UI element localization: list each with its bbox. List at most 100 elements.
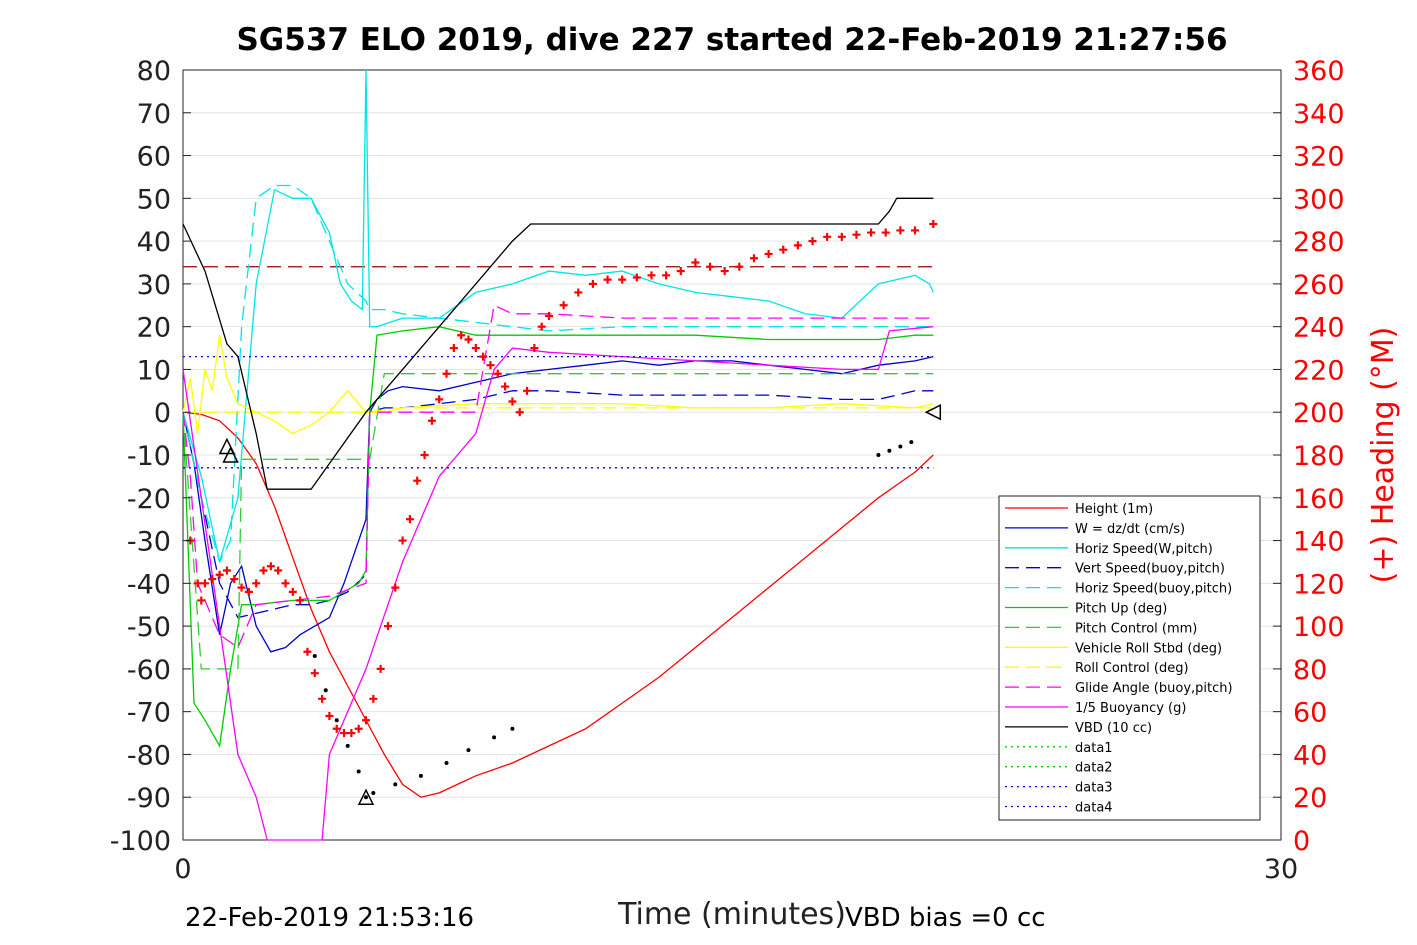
heading-point — [266, 562, 275, 571]
y-right-tick-label: 200 — [1293, 398, 1345, 429]
y-axis-right: 3603403203002802602402202001801601401201… — [1273, 56, 1345, 857]
heading-point — [391, 583, 400, 592]
heading-point — [420, 451, 429, 459]
heading-point — [603, 275, 612, 284]
y-tick-label: -20 — [127, 484, 171, 515]
legend-item-label: 1/5 Buoyancy (g) — [1075, 701, 1186, 716]
legend-item-label: Vert Speed(buoy,pitch) — [1075, 562, 1225, 577]
heading-point — [493, 369, 502, 378]
y-tick-label: 40 — [137, 227, 171, 258]
sample-dot — [345, 743, 350, 748]
sample-dot — [898, 444, 903, 449]
heading-point — [222, 566, 231, 575]
heading-point — [896, 226, 905, 235]
y-right-tick-label: 280 — [1293, 227, 1345, 258]
heading-point — [808, 237, 817, 246]
sample-dot — [444, 761, 449, 765]
series-line-2 — [182, 69, 934, 563]
heading-point — [464, 335, 473, 344]
heading-point — [867, 228, 876, 237]
series-line-6 — [182, 373, 934, 670]
triangle-marker — [924, 404, 942, 421]
sample-dot — [418, 773, 423, 778]
y-tick-label: -40 — [127, 569, 171, 600]
heading-point — [588, 279, 597, 288]
y-tick-label: -60 — [127, 655, 171, 686]
legend: Height (1m) W = dz/dt (cm/s) Horiz Speed(W… — [998, 495, 1261, 821]
y-axis-left: 80 70 60 50 40 30 20 10 0 -10 -20 -30 -40 -50 -60 -70 -8… — [110, 56, 191, 857]
heading-point — [823, 232, 832, 241]
heading-point — [720, 267, 729, 276]
heading-point — [237, 583, 246, 592]
heading-point — [881, 228, 890, 237]
heading-point — [618, 275, 627, 284]
legend-item-label: data4 — [1075, 801, 1113, 816]
heading-point — [735, 262, 744, 271]
heading-point — [274, 566, 283, 575]
sample-dot — [510, 726, 515, 731]
y-tick-label: 30 — [137, 270, 171, 301]
series-line-8 — [183, 407, 934, 413]
legend-item-label: W = dz/dt (cm/s) — [1075, 522, 1185, 537]
legend-item-label: VBD (10 cc) — [1075, 721, 1152, 736]
series-line-5 — [182, 326, 934, 748]
x-tick-label: 0 — [174, 854, 191, 885]
marker-layer — [218, 404, 942, 805]
y-right-tick-label: 220 — [1293, 355, 1345, 386]
y-tick-label: -30 — [127, 527, 171, 558]
heading-point — [252, 579, 261, 588]
heading-point — [515, 408, 524, 417]
heading-point — [398, 536, 407, 545]
series-line-0 — [182, 411, 934, 798]
heading-point — [354, 724, 363, 733]
dot-layer — [312, 440, 914, 800]
series-line-7 — [182, 335, 934, 435]
legend-item-label: Height (1m) — [1075, 502, 1153, 517]
heading-point — [523, 386, 532, 395]
heading-point — [208, 575, 217, 584]
chart-title: SG537 ELO 2019, dive 227 started 22-Feb-… — [236, 22, 1227, 58]
sample-dot — [492, 735, 497, 740]
heading-point — [193, 579, 202, 588]
sample-dot — [312, 654, 317, 659]
heading-point — [413, 476, 422, 485]
legend-item-label: data1 — [1075, 741, 1113, 756]
heading-point — [230, 575, 239, 584]
heading-point — [325, 711, 334, 720]
sample-dot — [356, 769, 361, 774]
heading-point — [574, 288, 583, 297]
heading-point — [559, 301, 568, 310]
heading-point — [501, 382, 510, 391]
y-right-tick-label: 120 — [1293, 569, 1345, 600]
heading-point — [435, 395, 444, 404]
heading-point — [449, 344, 458, 353]
sample-dot — [466, 748, 471, 753]
heading-point — [310, 669, 319, 678]
sample-dot — [371, 790, 376, 795]
y-tick-label: -80 — [127, 740, 171, 771]
y-tick-label: -50 — [127, 612, 171, 643]
heading-point — [405, 515, 414, 524]
heading-point — [340, 729, 349, 738]
heading-point — [508, 397, 517, 406]
heading-point — [793, 241, 802, 250]
heading-point — [471, 344, 480, 353]
heading-point — [837, 232, 846, 241]
y-right-tick-label: 160 — [1293, 484, 1345, 515]
series-layer — [182, 69, 934, 841]
legend-item-label: Glide Angle (buoy,pitch) — [1075, 681, 1233, 696]
y-axis-right-label: (+) Heading (°M) — [1366, 327, 1401, 584]
heading-point — [852, 230, 861, 239]
heading-point — [376, 664, 385, 673]
y-tick-label: -70 — [127, 698, 171, 729]
y-right-tick-label: 320 — [1293, 142, 1345, 173]
heading-point — [929, 220, 938, 228]
legend-item-label: data3 — [1075, 781, 1113, 796]
heading-point — [362, 716, 370, 725]
heading-point — [197, 596, 206, 605]
sample-dot — [887, 448, 892, 453]
y-right-tick-label: 60 — [1293, 698, 1327, 729]
heading-point — [662, 271, 671, 280]
heading-point — [691, 258, 700, 267]
